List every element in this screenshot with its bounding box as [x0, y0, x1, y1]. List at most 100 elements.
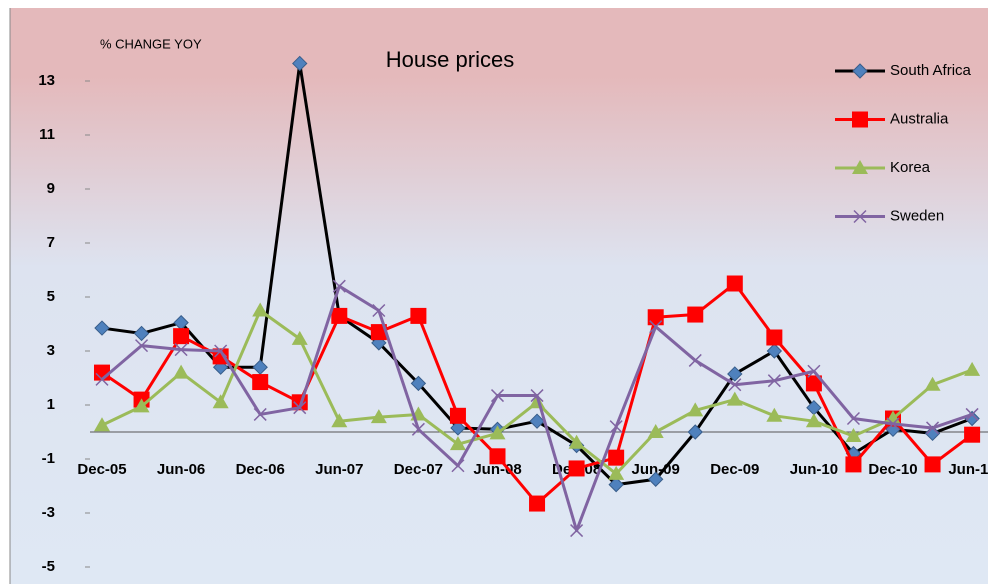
marker — [568, 460, 585, 477]
x-tick-label: Dec-06 — [236, 461, 285, 478]
marker — [924, 456, 941, 473]
marker — [647, 424, 664, 438]
marker — [647, 471, 664, 487]
x-tick-label: Dec-09 — [710, 461, 759, 478]
marker — [608, 449, 625, 466]
marker — [212, 348, 229, 365]
x-tick-label: Dec-05 — [77, 461, 126, 478]
marker — [490, 389, 505, 403]
y-tick-label: -5 — [42, 558, 55, 575]
marker — [94, 320, 110, 336]
y-tick-label: 11 — [39, 126, 55, 143]
marker — [449, 436, 466, 451]
marker — [489, 425, 506, 440]
marker — [807, 364, 821, 378]
marker — [252, 374, 269, 391]
y-tick-label: 5 — [47, 288, 55, 305]
marker — [687, 306, 704, 323]
marker — [214, 344, 228, 358]
marker — [687, 424, 703, 440]
marker — [410, 307, 427, 324]
marker — [926, 421, 940, 435]
marker — [852, 160, 868, 174]
marker — [173, 364, 190, 379]
marker — [766, 407, 783, 422]
marker — [370, 324, 387, 341]
marker — [372, 303, 386, 318]
y-axis-label: % CHANGE YOY — [100, 36, 202, 51]
marker — [529, 413, 545, 429]
marker — [570, 524, 584, 538]
marker — [924, 376, 941, 391]
marker — [608, 465, 625, 480]
marker — [174, 343, 188, 357]
y-tick-label: 13 — [38, 72, 55, 89]
marker — [727, 366, 743, 382]
plot-background — [10, 8, 988, 584]
marker — [291, 330, 308, 345]
legend-label: Australia — [890, 110, 949, 127]
marker — [293, 401, 307, 415]
y-tick-label: 1 — [47, 396, 55, 413]
marker — [924, 425, 941, 442]
marker — [965, 407, 979, 421]
marker — [649, 320, 663, 334]
x-tick-label: Jun-10 — [790, 461, 838, 478]
marker — [886, 417, 900, 431]
marker — [845, 428, 862, 443]
legend-label: Korea — [890, 159, 931, 176]
marker — [95, 372, 109, 386]
x-tick-label: Jun-07 — [315, 461, 363, 478]
marker — [489, 448, 506, 465]
legend-label: Sweden — [890, 207, 944, 224]
marker — [805, 413, 822, 428]
marker — [331, 307, 348, 324]
marker — [449, 407, 466, 424]
legend-label: South Africa — [890, 62, 972, 79]
marker — [133, 398, 150, 413]
marker — [726, 275, 743, 292]
y-tick-label: 3 — [47, 342, 55, 359]
x-tick-label: Jun-11 — [948, 461, 988, 478]
marker — [853, 209, 867, 224]
x-tick-label: Dec-07 — [394, 461, 443, 478]
marker — [331, 413, 348, 428]
marker — [805, 375, 822, 392]
marker — [410, 375, 427, 392]
marker — [728, 378, 742, 392]
marker — [133, 325, 150, 342]
y-tick-label: 9 — [47, 180, 55, 197]
marker — [212, 394, 229, 409]
marker — [529, 495, 546, 512]
marker — [687, 402, 704, 417]
marker — [845, 456, 862, 473]
marker — [766, 343, 783, 359]
chart-title: House prices — [386, 47, 514, 72]
marker — [94, 417, 110, 432]
marker — [647, 309, 664, 326]
marker — [332, 279, 346, 293]
marker — [846, 411, 860, 426]
x-tick-label: Dec-10 — [868, 461, 917, 478]
marker — [726, 391, 743, 406]
marker — [608, 476, 624, 493]
marker — [964, 426, 981, 443]
x-tick-label: Jun-06 — [157, 461, 205, 478]
marker — [852, 63, 868, 79]
marker — [766, 329, 783, 346]
marker — [451, 459, 465, 473]
marker — [411, 422, 425, 436]
marker — [609, 420, 623, 434]
marker — [173, 328, 190, 345]
marker — [252, 302, 269, 317]
marker — [135, 339, 149, 353]
y-tick-label: -1 — [42, 450, 55, 467]
marker — [370, 409, 387, 424]
marker — [852, 111, 868, 128]
marker — [964, 361, 981, 376]
marker — [688, 353, 702, 367]
y-tick-label: 7 — [47, 234, 55, 251]
marker — [450, 420, 466, 436]
